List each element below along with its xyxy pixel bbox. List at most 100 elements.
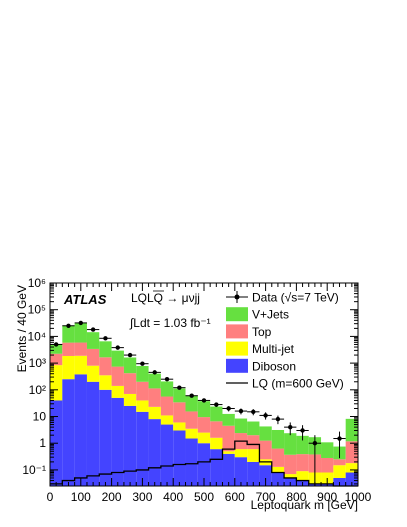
data-point-5: [115, 345, 120, 350]
bar-diboson-12: [197, 443, 211, 486]
data-point-14: [226, 406, 231, 411]
annotations: ATLAS LQLQ → μνjj ∫Ldt = 1.03 fb⁻¹: [63, 290, 211, 330]
bar-diboson-15: [234, 457, 248, 486]
bar-diboson-8: [148, 419, 161, 486]
x-tick-label-4: 400: [163, 490, 183, 504]
legend-swatch-2: [226, 324, 248, 339]
x-tick-label-5: 500: [194, 490, 214, 504]
legend-swatch-4: [226, 358, 248, 373]
bar-v-jets-14: [222, 413, 235, 426]
data-point-11: [189, 393, 194, 398]
bar-diboson-18: [271, 472, 285, 486]
x-tick-label-2: 200: [102, 490, 122, 504]
bar-diboson-11: [185, 438, 198, 486]
bar-multi-jet-1: [62, 355, 75, 380]
bar-diboson-6: [123, 405, 137, 486]
bar-multi-jet-20: [296, 471, 309, 481]
bar-top-20: [296, 454, 309, 472]
bar-v-jets-5: [111, 350, 124, 367]
bar-v-jets-11: [185, 395, 198, 412]
bar-diboson-1: [62, 379, 75, 486]
y-axis-title: Events / 40 GeV: [15, 285, 29, 372]
bar-multi-jet-18: [271, 466, 285, 473]
bar-v-jets-12: [197, 401, 211, 418]
bar-top-11: [185, 411, 198, 429]
legend-data-marker: [234, 294, 240, 300]
legend-label-4: Diboson: [252, 359, 296, 373]
bar-diboson-23: [333, 477, 346, 486]
data-point-1: [66, 323, 71, 328]
bar-v-jets-4: [99, 341, 112, 358]
data-point-4: [103, 336, 108, 341]
bar-multi-jet-16: [247, 449, 260, 462]
data-point-6: [127, 352, 133, 358]
bar-diboson-14: [222, 453, 235, 486]
bar-top-3: [86, 348, 100, 366]
bar-multi-jet-23: [333, 465, 346, 478]
bar-v-jets-22: [321, 442, 334, 458]
x-tick-label-3: 300: [132, 490, 152, 504]
bar-multi-jet-7: [136, 400, 149, 412]
bar-diboson-4: [99, 389, 112, 486]
y-tick-label-3: 10²: [29, 383, 46, 397]
bar-v-jets-20: [296, 435, 309, 455]
x-tick-label-7: 700: [256, 490, 276, 504]
data-point-15: [238, 408, 244, 414]
bar-diboson-5: [111, 397, 124, 486]
bar-top-6: [123, 373, 137, 394]
y-tick-label-6: 10⁵: [28, 303, 46, 317]
bar-v-jets-18: [271, 429, 285, 449]
y-tick-label-0: 10⁻¹: [22, 463, 46, 477]
bar-top-9: [160, 396, 174, 416]
data-point-9: [164, 376, 170, 382]
bar-v-jets-3: [86, 332, 100, 349]
x-tick-label-9: 900: [317, 490, 337, 504]
bar-top-22: [321, 457, 334, 473]
bar-v-jets-10: [173, 388, 186, 403]
bar-multi-jet-14: [222, 451, 235, 454]
data-point-12: [201, 398, 207, 403]
data-point-21: [312, 441, 318, 446]
bar-multi-jet-9: [160, 415, 174, 425]
lumi-label: ∫Ldt = 1.03 fb⁻¹: [129, 316, 211, 330]
data-point-13: [214, 402, 219, 407]
bar-diboson-7: [136, 411, 149, 486]
data-point-20: [300, 428, 305, 433]
bar-v-jets-6: [123, 357, 137, 374]
bar-v-jets-7: [136, 365, 149, 382]
bar-multi-jet-4: [99, 375, 112, 390]
data-point-10: [177, 385, 182, 390]
data-point-2: [78, 320, 84, 326]
x-tick-label-10: 1000: [345, 490, 372, 504]
bar-top-4: [99, 357, 112, 376]
bar-v-jets-9: [160, 381, 174, 397]
data-point-23: [337, 436, 342, 441]
legend-label-1: V+Jets: [252, 308, 289, 322]
data-point-8: [152, 370, 157, 375]
bar-diboson-16: [247, 461, 260, 486]
bar-v-jets-16: [247, 421, 260, 436]
bar-v-jets-1: [62, 325, 75, 343]
x-tick-label-8: 800: [286, 490, 306, 504]
legend-label-3: Multi-jet: [252, 342, 295, 356]
bar-diboson-17: [259, 465, 272, 486]
bar-multi-jet-2: [74, 355, 87, 375]
bar-multi-jet-10: [173, 422, 186, 431]
bar-diboson-10: [173, 430, 186, 486]
bar-diboson-13: [210, 449, 223, 486]
data-point-7: [140, 361, 145, 366]
data-point-18: [275, 416, 281, 422]
bar-top-18: [271, 448, 285, 467]
bar-v-jets-15: [234, 418, 248, 434]
y-tick-label-1: 1: [39, 436, 46, 450]
legend-label-0: Data (√s=7 TeV): [252, 291, 339, 305]
legend: Data (√s=7 TeV) V+Jets Top Multi-jet Diboson…: [226, 291, 344, 391]
bar-v-jets-2: [74, 322, 87, 343]
bar-multi-jet-6: [123, 393, 137, 406]
legend-label-5: LQ (m=600 GeV): [252, 377, 344, 391]
bar-diboson-19: [284, 477, 297, 486]
bar-top-7: [136, 381, 149, 401]
data-point-16: [251, 409, 256, 415]
bar-multi-jet-13: [210, 437, 223, 450]
